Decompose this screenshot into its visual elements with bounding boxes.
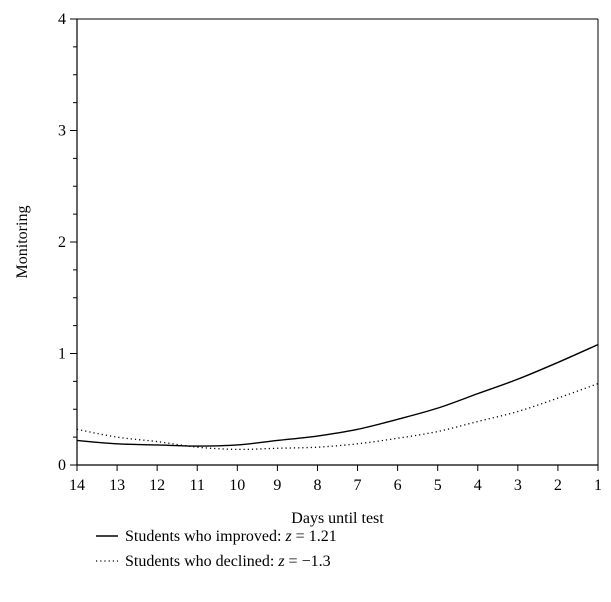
x-axis-label: Days until test (291, 510, 384, 527)
x-tick-label: 6 (394, 477, 402, 494)
series-layer (76, 343, 599, 451)
x-tick-label: 1 (594, 477, 602, 494)
x-tick-label: 7 (354, 477, 362, 494)
y-tick-label: 4 (58, 11, 66, 28)
y-tick-label: 0 (58, 457, 66, 474)
series-line-declined (76, 382, 599, 451)
x-tick-label: 14 (69, 477, 85, 494)
y-tick-label: 2 (58, 234, 66, 251)
y-tick-label: 1 (58, 346, 66, 363)
x-tick-label: 13 (109, 477, 125, 494)
legend-label-declined: Students who declined: z = −1.3 (125, 553, 331, 570)
y-tick-label: 3 (58, 123, 66, 140)
plot-frame (76, 18, 599, 466)
x-tick-label: 12 (149, 477, 165, 494)
x-tick-label: 5 (434, 477, 442, 494)
x-tick-label: 9 (273, 477, 281, 494)
y-axis-ticks: 0 1 2 3 4 (58, 11, 77, 474)
series-line-improved (76, 343, 599, 447)
x-tick-label: 10 (229, 477, 245, 494)
x-tick-label: 11 (190, 477, 205, 494)
x-tick-label: 2 (554, 477, 562, 494)
y-axis-label: Monitoring (14, 206, 31, 279)
x-tick-label: 8 (313, 477, 321, 494)
legend-label-improved: Students who improved: z = 1.21 (125, 528, 337, 545)
x-tick-label: 3 (514, 477, 522, 494)
legend: Students who improved: z = 1.21 Students … (96, 528, 337, 570)
x-tick-label: 4 (474, 477, 482, 494)
x-axis-ticks: 14 13 12 11 10 9 8 7 6 5 4 3 2 1 (69, 465, 602, 494)
